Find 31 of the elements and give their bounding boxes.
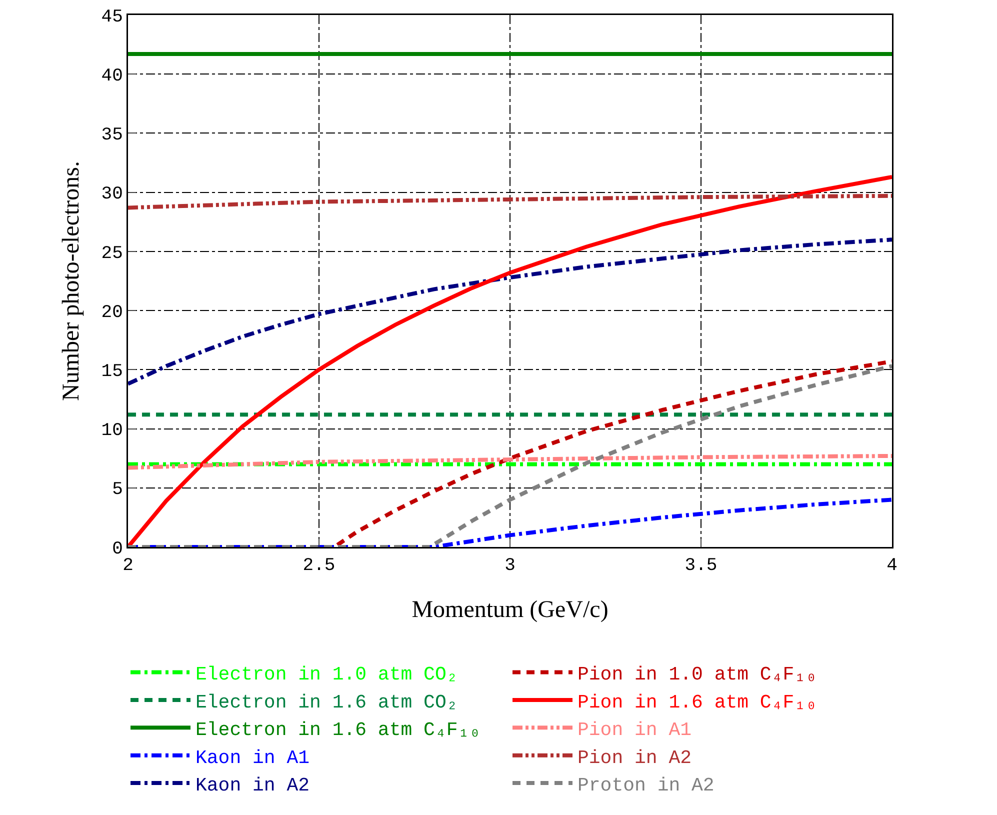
- line-series: [128, 238, 892, 386]
- x-tick-label: 4: [886, 556, 898, 576]
- y-tick-label: 15: [101, 362, 123, 382]
- legend-label: Kaon in A2: [196, 774, 310, 796]
- y-tick-label: 45: [101, 7, 123, 28]
- legend-label: Pion in 1.6 atm C₄F₁₀: [578, 691, 817, 714]
- legend-label: Pion in A1: [578, 719, 692, 742]
- y-tick-label: 30: [101, 184, 123, 205]
- y-axis-title: Number photo-electrons.: [58, 161, 85, 401]
- legend-label: Pion in 1.0 atm C₄F₁₀: [578, 664, 817, 686]
- line-series: [128, 194, 892, 210]
- y-tick-label: 35: [101, 126, 123, 146]
- y-tick-label: 0: [112, 539, 123, 560]
- legend-label: Proton in A2: [578, 774, 714, 796]
- y-tick-label: 20: [101, 302, 123, 323]
- y-tick-label: 5: [112, 480, 123, 500]
- legend-label: Electron in 1.6 atm C₄F₁₀: [196, 719, 481, 742]
- y-tick-label: 25: [101, 244, 123, 264]
- x-tick-label: 3.5: [684, 556, 718, 576]
- legend-label: Pion in A2: [578, 746, 692, 769]
- line-series: [128, 174, 892, 547]
- y-tick-label: 40: [101, 66, 123, 86]
- x-axis-title: Momentum (GeV/c): [412, 597, 608, 624]
- line-series: [128, 454, 892, 470]
- x-tick-label: 2.5: [302, 556, 336, 576]
- legend-label: Electron in 1.6 atm CO₂: [196, 691, 458, 714]
- legend-label: Kaon in A1: [196, 746, 310, 769]
- x-tick-label: 2: [122, 556, 134, 576]
- x-tick-label: 3: [504, 556, 516, 576]
- legend-label: Electron in 1.0 atm CO₂: [196, 664, 458, 686]
- y-tick-label: 10: [101, 421, 123, 442]
